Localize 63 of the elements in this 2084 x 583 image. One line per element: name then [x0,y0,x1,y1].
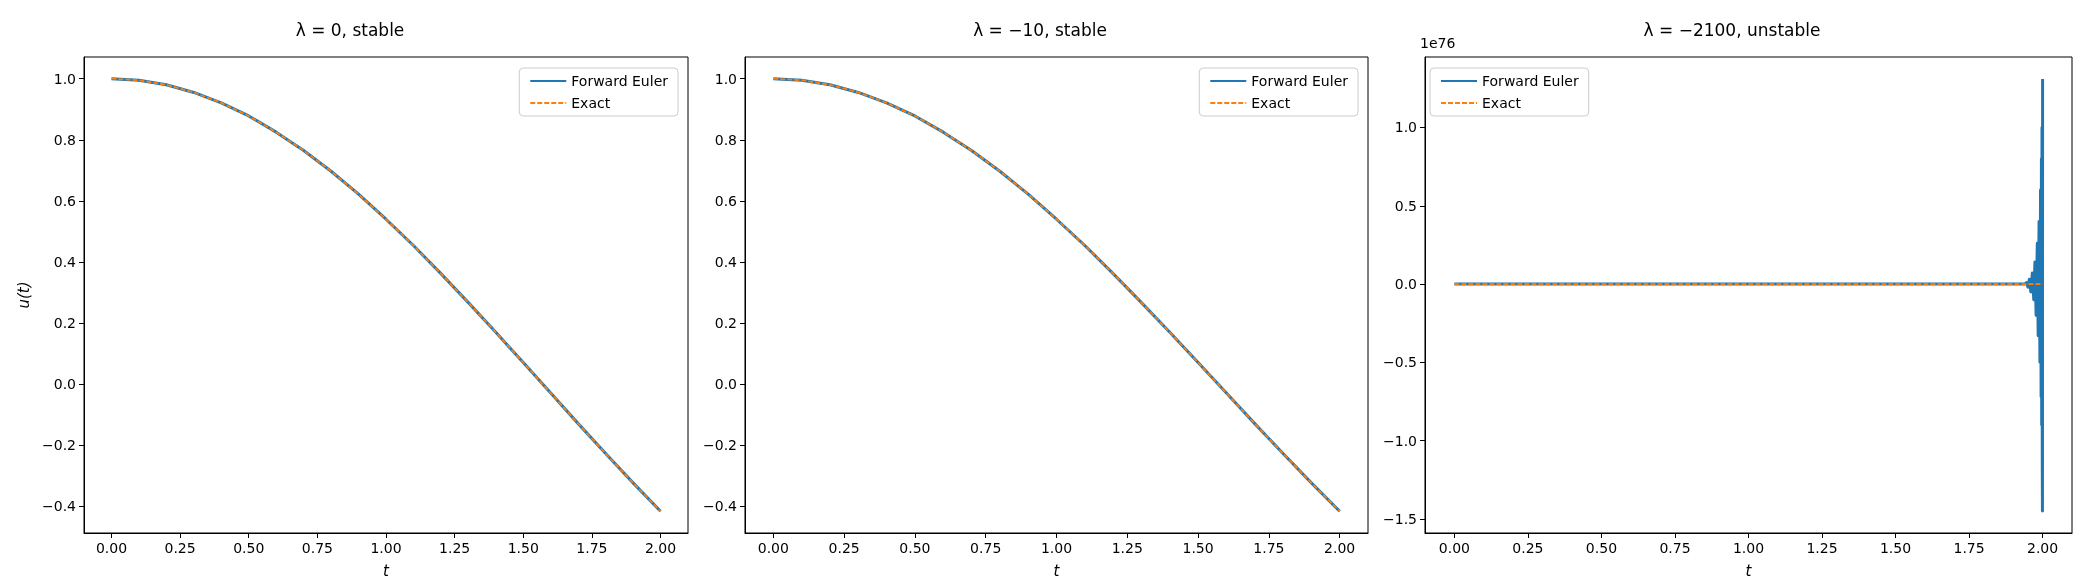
x-axis-title: t [383,561,391,580]
y-tick-label: 1.0 [714,70,737,87]
x-tick-label: 0.75 [1659,540,1691,556]
x-tick-label: 0.75 [301,540,333,556]
x-tick-label: 1.00 [370,540,402,556]
legend-label: Forward Euler [571,73,669,89]
y-axis-title: u(t) [14,281,33,309]
x-tick-label: 1.25 [1806,540,1838,556]
x-tick-label: 1.75 [576,540,608,556]
x-tick-label: 1.25 [439,540,471,556]
x-tick-label: 0.50 [1585,540,1618,556]
x-tick-label: 0.00 [1438,540,1470,556]
y-tick-label: 0.6 [53,192,77,209]
y-tick-label: 0.0 [53,376,76,393]
x-tick-label: 0.75 [970,540,1002,556]
legend-label: Forward Euler [1251,73,1349,89]
x-tick-label: 1.75 [1953,540,1985,556]
x-tick-label: 1.00 [1040,540,1073,556]
y-tick-label: 1.0 [53,70,76,87]
x-tick-label: 1.00 [1732,540,1765,556]
x-tick-label: 0.25 [828,540,860,556]
y-tick-label: −0.5 [1383,354,1417,371]
y-tick-label: 0.2 [714,315,737,332]
x-tick-label: 0.25 [164,540,196,556]
x-tick-label: 0.00 [95,540,128,556]
x-tick-label: 1.75 [1253,540,1285,556]
x-tick-label: 2.00 [644,540,677,556]
y-tick-label: 0.0 [1394,276,1417,293]
y-tick-label: 0.4 [714,254,738,270]
y-tick-label: −0.4 [42,498,77,515]
y-tick-label: 0.8 [53,131,76,148]
y-tick-label: 0.2 [53,315,76,332]
y-tick-label: 0.4 [53,254,77,270]
y-tick-label: 0.8 [714,131,737,148]
y-tick-label: 0.6 [714,192,738,209]
chart-title: λ = −10, stable [973,19,1107,40]
x-tick-label: 2.00 [1324,540,1356,556]
legend-label: Exact [571,95,611,111]
x-tick-label: 1.25 [1111,540,1143,556]
x-tick-label: 1.50 [1182,540,1214,556]
x-tick-label: 1.50 [1879,540,1912,556]
x-tick-label: 0.50 [899,540,931,556]
y-tick-label: 0.5 [1394,197,1417,214]
y-tick-label: 1.0 [1394,119,1417,136]
x-axis-title: t [1053,561,1061,580]
x-tick-label: 1.50 [507,540,539,556]
y-tick-label: −1.5 [1383,510,1417,527]
legend-label: Exact [1251,95,1291,111]
legend-label: Forward Euler [1482,73,1579,89]
y-tick-label: 0.0 [714,376,737,393]
x-tick-label: 0.00 [757,540,789,556]
y-tick-label: −0.4 [703,498,738,515]
text: 1e76 [1420,35,1456,51]
legend-label: Exact [1482,95,1522,111]
y-tick-label: −0.2 [42,437,76,454]
x-axis-title: t [1745,561,1753,580]
chart-title: λ = −2100, unstable [1643,19,1821,40]
x-tick-label: 0.50 [233,540,265,556]
y-tick-label: −1.0 [1383,432,1417,449]
y-tick-label: −0.2 [703,437,737,454]
x-tick-label: 0.25 [1512,540,1544,556]
chart-title: λ = 0, stable [295,19,405,40]
x-tick-label: 2.00 [2027,540,2059,556]
